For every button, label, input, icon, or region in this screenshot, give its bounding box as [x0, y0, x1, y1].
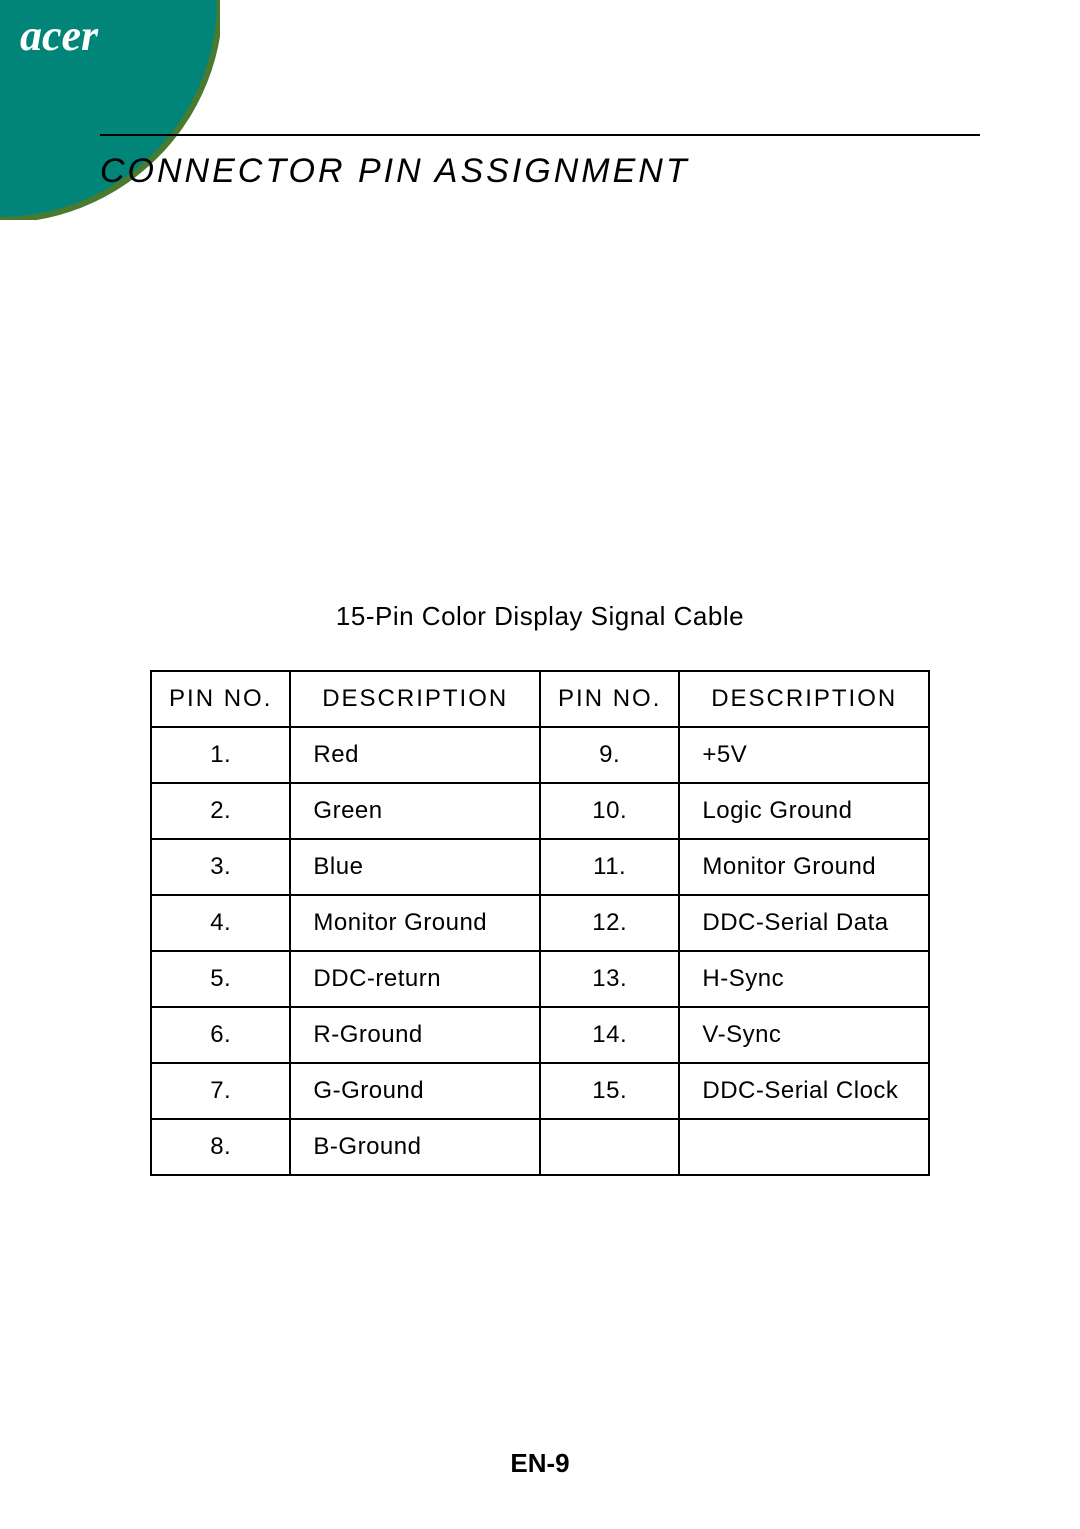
pin-assignment-table: PIN NO. DESCRIPTION PIN NO. DESCRIPTION …	[150, 670, 930, 1176]
table-row: 4. Monitor Ground 12. DDC-Serial Data	[151, 895, 929, 951]
cell-desc: DDC-return	[290, 951, 540, 1007]
col-header-desc-b: DESCRIPTION	[679, 671, 929, 727]
cell-desc: H-Sync	[679, 951, 929, 1007]
cell-pin: 11.	[540, 839, 679, 895]
cell-pin: 7.	[151, 1063, 290, 1119]
cell-pin: 14.	[540, 1007, 679, 1063]
cell-pin: 4.	[151, 895, 290, 951]
cell-desc: Red	[290, 727, 540, 783]
cell-pin: 6.	[151, 1007, 290, 1063]
cell-desc	[679, 1119, 929, 1175]
cell-desc: Blue	[290, 839, 540, 895]
cell-desc: Logic Ground	[679, 783, 929, 839]
cell-desc: DDC-Serial Data	[679, 895, 929, 951]
cell-desc: V-Sync	[679, 1007, 929, 1063]
page-content: CONNECTOR PIN ASSIGNMENT 15-Pin Color Di…	[100, 134, 980, 1176]
col-header-pin-b: PIN NO.	[540, 671, 679, 727]
table-row: 1. Red 9. +5V	[151, 727, 929, 783]
table-row: 2. Green 10. Logic Ground	[151, 783, 929, 839]
cell-pin: 13.	[540, 951, 679, 1007]
cell-pin	[540, 1119, 679, 1175]
acer-logo: acer	[20, 14, 160, 64]
table-row: 6. R-Ground 14. V-Sync	[151, 1007, 929, 1063]
cell-desc: R-Ground	[290, 1007, 540, 1063]
col-header-pin-a: PIN NO.	[151, 671, 290, 727]
cell-pin: 12.	[540, 895, 679, 951]
cell-desc: Green	[290, 783, 540, 839]
cell-desc: Monitor Ground	[679, 839, 929, 895]
page-number: EN-9	[0, 1448, 1080, 1479]
cell-pin: 3.	[151, 839, 290, 895]
table-row: 3. Blue 11. Monitor Ground	[151, 839, 929, 895]
table-row: 8. B-Ground	[151, 1119, 929, 1175]
cell-pin: 9.	[540, 727, 679, 783]
cell-desc: +5V	[679, 727, 929, 783]
manual-page: acer CONNECTOR PIN ASSIGNMENT 15-Pin Col…	[0, 0, 1080, 1529]
horizontal-rule	[100, 134, 980, 136]
table-body: 1. Red 9. +5V 2. Green 10. Logic Ground …	[151, 727, 929, 1175]
cell-desc: G-Ground	[290, 1063, 540, 1119]
cell-desc: DDC-Serial Clock	[679, 1063, 929, 1119]
cell-pin: 5.	[151, 951, 290, 1007]
cell-pin: 1.	[151, 727, 290, 783]
col-header-desc-a: DESCRIPTION	[290, 671, 540, 727]
table-row: 7. G-Ground 15. DDC-Serial Clock	[151, 1063, 929, 1119]
table-row: 5. DDC-return 13. H-Sync	[151, 951, 929, 1007]
cell-pin: 8.	[151, 1119, 290, 1175]
acer-logo-text: acer	[20, 14, 99, 60]
cell-pin: 15.	[540, 1063, 679, 1119]
cell-desc: Monitor Ground	[290, 895, 540, 951]
section-title: CONNECTOR PIN ASSIGNMENT	[100, 152, 980, 191]
table-header-row: PIN NO. DESCRIPTION PIN NO. DESCRIPTION	[151, 671, 929, 727]
table-subtitle: 15-Pin Color Display Signal Cable	[100, 601, 980, 632]
cell-pin: 10.	[540, 783, 679, 839]
cell-pin: 2.	[151, 783, 290, 839]
cell-desc: B-Ground	[290, 1119, 540, 1175]
